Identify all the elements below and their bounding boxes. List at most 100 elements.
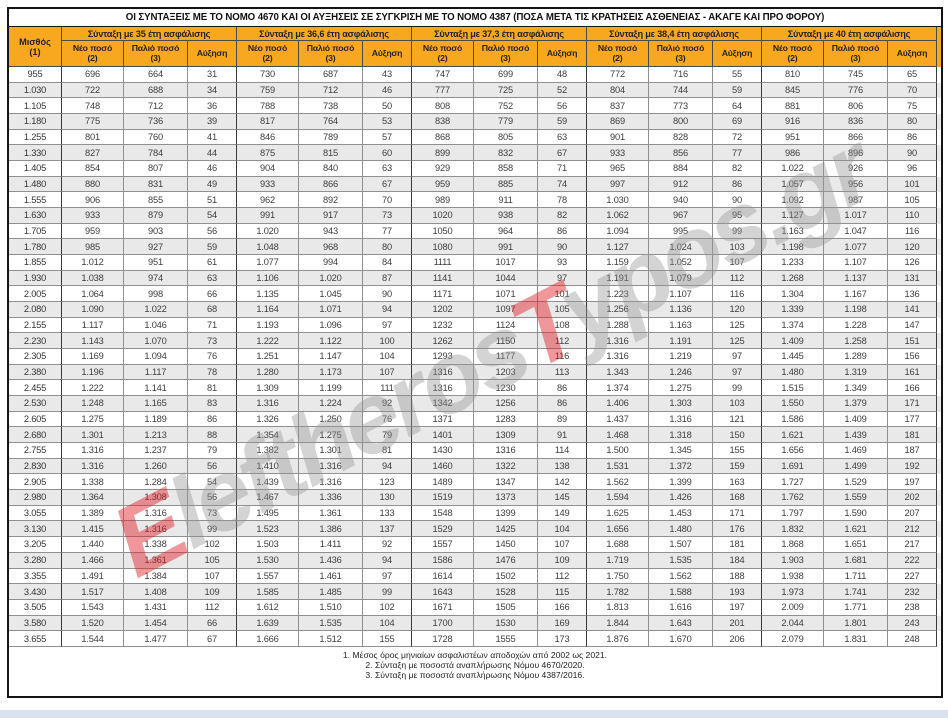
salary-cell: 2.380 — [9, 364, 62, 381]
value-cell: 44 — [188, 145, 237, 162]
table-title: ΟΙ ΣΥΝΤΑΞΕΙΣ ΜΕ ΤΟ ΝΟΜΟ 4670 ΚΑΙ ΟΙ ΑΥΞΗ… — [9, 9, 941, 27]
value-cell: 722 — [62, 82, 124, 99]
column-header-salary: Μισθός (1) — [9, 27, 62, 67]
value-cell: 808 — [412, 98, 474, 115]
value-cell: 76 — [188, 349, 237, 365]
table-row: 2.080 1.090 1.022 68 1.164 1.071 94 1202 1097 105… — [9, 302, 941, 318]
value-cell: 51 — [188, 192, 237, 209]
value-cell: 1347 — [474, 474, 538, 491]
value-cell: 1.246 — [649, 364, 713, 381]
value-cell: 967 — [649, 208, 713, 224]
value-cell: 1.304 — [762, 286, 824, 303]
salary-cell: 1.630 — [9, 208, 62, 224]
salary-cell: 1.180 — [9, 114, 62, 130]
value-cell: 71 — [188, 317, 237, 334]
value-cell: 88 — [188, 427, 237, 444]
value-cell: 107 — [538, 537, 587, 553]
subheader-increase-g3: Αύξηση — [538, 41, 587, 67]
value-cell: 1.364 — [62, 490, 124, 506]
salary-cell: 3.655 — [9, 631, 62, 647]
value-cell: 2.044 — [762, 615, 824, 632]
value-cell: 1.164 — [237, 302, 299, 318]
value-cell: 1.260 — [124, 458, 188, 475]
value-cell: 207 — [888, 505, 937, 522]
value-cell: 188 — [713, 568, 762, 585]
value-cell: 776 — [824, 82, 888, 99]
value-cell: 109 — [188, 584, 237, 600]
value-cell: 248 — [888, 631, 937, 647]
value-cell: 1.831 — [824, 631, 888, 647]
value-cell: 52 — [538, 82, 587, 99]
value-cell: 1.440 — [62, 537, 124, 553]
value-cell: 1017 — [474, 255, 538, 271]
value-cell: 759 — [237, 82, 299, 99]
value-cell: 1.284 — [124, 474, 188, 491]
group-header-5: Σύνταξη με 40 έτη ασφάλισης — [762, 27, 937, 41]
value-cell: 86 — [538, 380, 587, 397]
value-cell: 1.550 — [762, 396, 824, 412]
value-cell: 1262 — [412, 333, 474, 350]
value-cell: 985 — [62, 239, 124, 256]
table-row: 2.830 1.316 1.260 56 1.410 1.316 94 1460 1322 138… — [9, 458, 941, 475]
value-cell: 1.515 — [762, 380, 824, 397]
value-cell: 206 — [713, 631, 762, 647]
value-cell: 747 — [412, 67, 474, 83]
value-cell: 1.222 — [62, 380, 124, 397]
value-cell: 810 — [762, 67, 824, 83]
value-cell: 929 — [412, 161, 474, 177]
value-cell: 933 — [62, 208, 124, 224]
value-cell: 105 — [188, 552, 237, 569]
page-background-strip — [0, 710, 948, 718]
subheader-old-g5: Παλιό ποσό (3) — [824, 41, 888, 67]
value-cell: 1.813 — [587, 599, 649, 616]
value-cell: 1.248 — [62, 396, 124, 412]
value-cell: 107 — [188, 568, 237, 585]
value-cell: 1.165 — [124, 396, 188, 412]
value-cell: 238 — [888, 599, 937, 616]
value-cell: 90 — [363, 286, 412, 303]
value-cell: 53 — [363, 114, 412, 130]
table-row: 1.555 906 855 51 962 892 70 989 911 78 1.030 940 90 1… — [9, 192, 941, 209]
value-cell: 1586 — [412, 552, 474, 569]
value-cell: 951 — [124, 255, 188, 271]
subheader-old-g2: Παλιό ποσό (3) — [299, 41, 363, 67]
value-cell: 1528 — [474, 584, 538, 600]
value-cell: 109 — [538, 552, 587, 569]
value-cell: 136 — [888, 286, 937, 303]
value-cell: 1.191 — [587, 270, 649, 287]
value-cell: 116 — [713, 286, 762, 303]
value-cell: 1.439 — [237, 474, 299, 491]
value-cell: 36 — [188, 98, 237, 115]
value-cell: 840 — [299, 161, 363, 177]
value-cell: 1.621 — [824, 521, 888, 538]
value-cell: 815 — [299, 145, 363, 162]
value-cell: 104 — [538, 521, 587, 538]
value-cell: 75 — [888, 98, 937, 115]
salary-cell: 2.155 — [9, 317, 62, 334]
value-cell: 120 — [713, 302, 762, 318]
value-cell: 73 — [188, 505, 237, 522]
value-cell: 70 — [888, 82, 937, 99]
value-cell: 1.372 — [649, 458, 713, 475]
value-cell: 1.938 — [762, 568, 824, 585]
value-cell: 956 — [824, 176, 888, 193]
value-cell: 99 — [188, 521, 237, 538]
value-cell: 126 — [888, 255, 937, 271]
value-cell: 838 — [412, 114, 474, 130]
value-cell: 97 — [713, 349, 762, 365]
table-row: 2.455 1.222 1.141 81 1.309 1.199 111 1316 1230 86… — [9, 380, 941, 397]
value-cell: 1505 — [474, 599, 538, 616]
value-cell: 892 — [299, 192, 363, 209]
value-cell: 1141 — [412, 270, 474, 287]
value-cell: 1293 — [412, 349, 474, 365]
value-cell: 1.301 — [299, 443, 363, 459]
value-cell: 79 — [188, 443, 237, 459]
value-cell: 212 — [888, 521, 937, 538]
value-cell: 903 — [124, 223, 188, 240]
value-cell: 777 — [412, 82, 474, 99]
value-cell: 1.338 — [124, 537, 188, 553]
value-cell: 836 — [824, 114, 888, 130]
table-row: 3.130 1.415 1.316 99 1.523 1.386 137 1529 1425 10… — [9, 521, 941, 538]
value-cell: 716 — [649, 67, 713, 83]
value-cell: 81 — [188, 380, 237, 397]
